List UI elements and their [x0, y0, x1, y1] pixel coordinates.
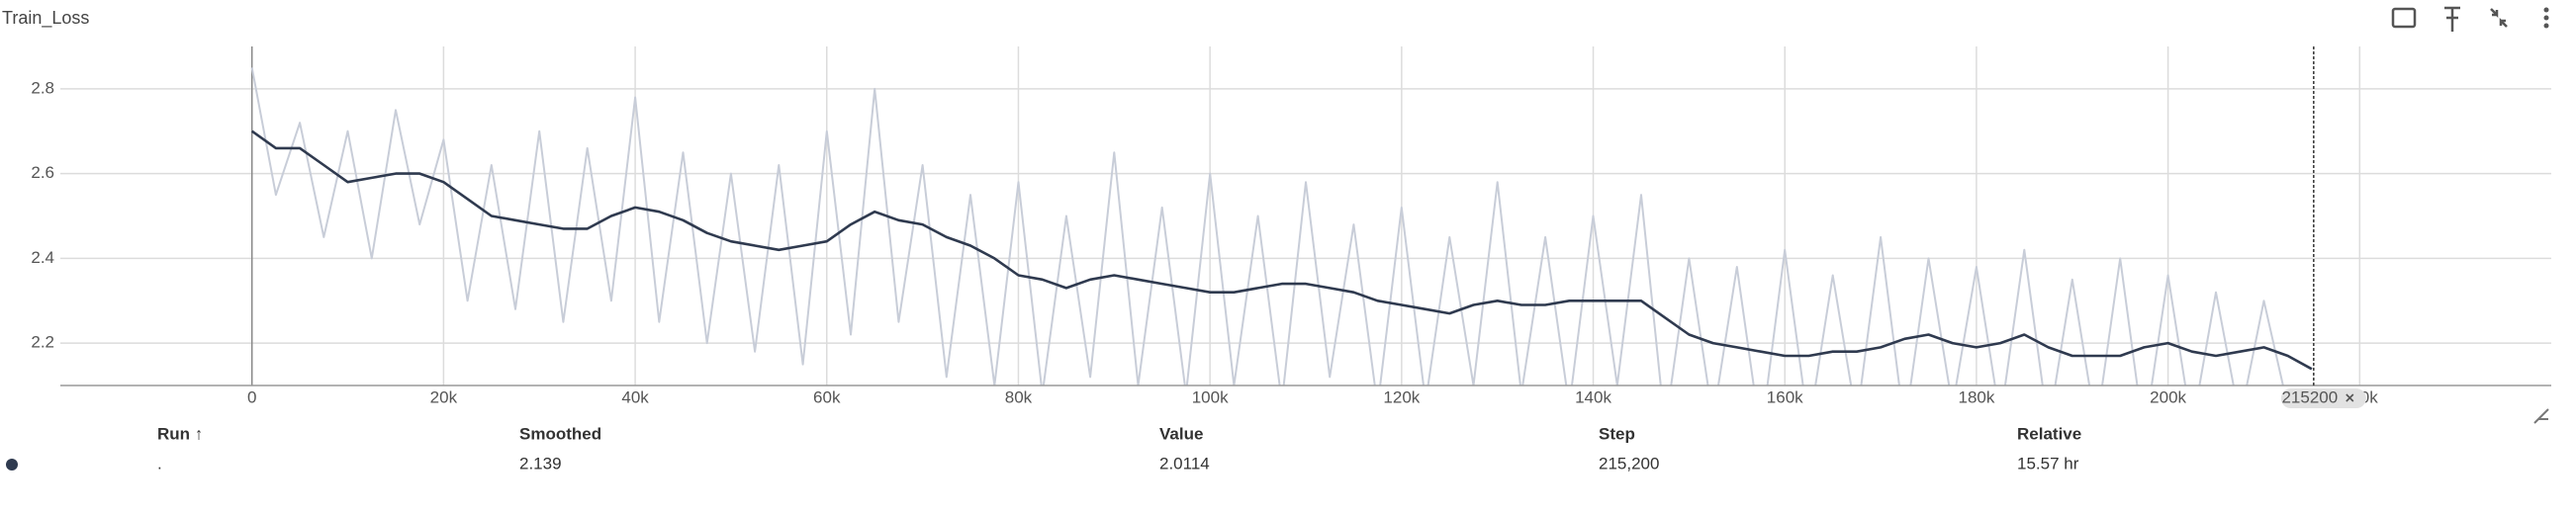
- x-tick-label: 40k: [621, 387, 649, 406]
- x-tick-label: 160k: [1767, 387, 1803, 406]
- x-tick-label: 140k: [1575, 387, 1611, 406]
- x-tick-label: 100k: [1192, 387, 1229, 406]
- column-header: Run ↑: [157, 424, 203, 443]
- toolbar: [2391, 6, 2549, 32]
- y-tick-label: 2.2: [31, 333, 54, 352]
- x-tick-label: 80k: [1005, 387, 1033, 406]
- column-header: Smoothed: [519, 424, 601, 443]
- table-cell: .: [157, 454, 162, 472]
- y-tick-label: 2.4: [31, 248, 54, 267]
- x-tick-label: 60k: [813, 387, 841, 406]
- menu-icon[interactable]: [2543, 7, 2549, 29]
- cursor-close: [2346, 393, 2354, 402]
- y-tick-label: 2.6: [31, 163, 54, 182]
- x-tick-label: 180k: [1958, 387, 1994, 406]
- y-tick-label: 2.8: [31, 78, 54, 97]
- column-header: Value: [1159, 424, 1203, 443]
- smoothed-line: [250, 129, 2313, 371]
- run-color: [6, 459, 18, 471]
- chart-title: Train_Loss: [2, 8, 89, 29]
- fit-icon[interactable]: [2391, 7, 2417, 29]
- collapse-icon[interactable]: [2490, 8, 2508, 28]
- raw-line: [250, 67, 2284, 386]
- table-cell: 2.0114: [1159, 454, 1210, 472]
- pin-icon[interactable]: [2444, 6, 2460, 32]
- cursor-badge: [2280, 388, 2366, 408]
- cursor-label: 215200: [2281, 387, 2338, 406]
- x-tick-label: 0: [247, 387, 256, 406]
- resize-handle[interactable]: [2533, 408, 2549, 424]
- x-tick-label: 120k: [1383, 387, 1420, 406]
- column-header: Step: [1599, 424, 1635, 443]
- x-tick-label: 200k: [2150, 387, 2186, 406]
- table-cell: 15.57 hr: [2017, 454, 2079, 472]
- column-header: Relative: [2017, 424, 2081, 443]
- table-cell: 2.139: [519, 454, 562, 472]
- x-tick-label: 20k: [430, 387, 458, 406]
- table-cell: 215,200: [1599, 454, 1659, 472]
